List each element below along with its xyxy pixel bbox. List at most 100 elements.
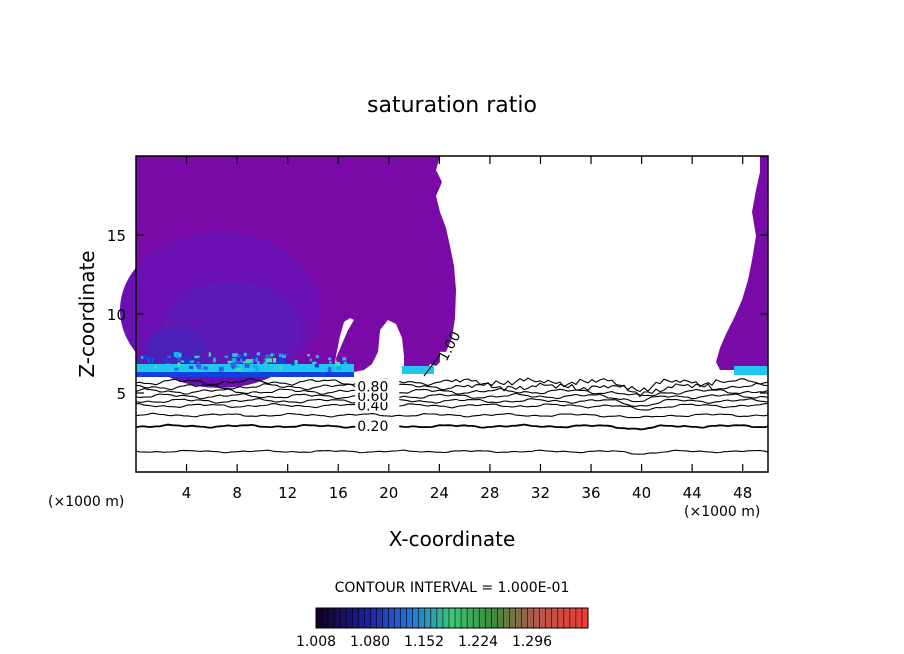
colorbar-cell bbox=[479, 608, 486, 628]
speckle bbox=[329, 361, 332, 364]
colorbar-cell bbox=[418, 608, 426, 628]
speckle bbox=[314, 363, 319, 368]
speckle bbox=[140, 355, 144, 359]
speckle bbox=[208, 352, 211, 357]
speckle bbox=[163, 359, 170, 362]
colorbar-cell bbox=[485, 608, 492, 628]
speckle bbox=[151, 357, 155, 361]
speckle bbox=[167, 355, 171, 358]
x-tick-label: 32 bbox=[531, 484, 550, 502]
contour-line bbox=[135, 403, 768, 411]
colorbar-tick-label: 1.008 bbox=[296, 634, 336, 650]
speckle bbox=[138, 359, 142, 362]
colorbar-cell bbox=[328, 608, 335, 628]
speckle bbox=[252, 356, 257, 360]
speckle bbox=[232, 353, 239, 357]
y-axis: 5 10 15 bbox=[107, 227, 768, 403]
colorbar-cell bbox=[563, 608, 571, 628]
colorbar-tick-labels: 1.008 1.080 1.152 1.224 1.296 bbox=[296, 634, 552, 650]
speckle bbox=[184, 358, 189, 363]
speckle bbox=[177, 356, 180, 361]
colorbar-cell bbox=[388, 608, 395, 628]
x-tick-label: 44 bbox=[683, 484, 702, 502]
speckle bbox=[257, 361, 260, 365]
speckle bbox=[263, 359, 266, 365]
colorbar-cell bbox=[340, 608, 347, 628]
speckle bbox=[279, 365, 283, 371]
colorbar-tick-label: 1.296 bbox=[512, 634, 552, 650]
colorbar-cell bbox=[448, 608, 456, 628]
colorbar-cell bbox=[551, 608, 559, 628]
colorbar-cell bbox=[569, 608, 577, 628]
speckle bbox=[232, 358, 237, 363]
speckle bbox=[279, 354, 284, 357]
speckle bbox=[194, 355, 200, 359]
contour-line bbox=[135, 398, 769, 407]
speckle bbox=[197, 361, 200, 366]
colorbar-cell bbox=[455, 608, 462, 628]
speckle bbox=[189, 366, 193, 369]
contour-label-bg bbox=[355, 378, 400, 393]
speckle bbox=[328, 357, 332, 361]
colorbar-cell bbox=[521, 608, 528, 628]
speckle bbox=[343, 361, 348, 365]
x-unit-label-right: (×1000 m) bbox=[684, 504, 760, 520]
speckle bbox=[174, 367, 179, 371]
contour-label: 0.20 bbox=[357, 419, 388, 435]
colorbar-cell bbox=[364, 608, 371, 628]
speckle bbox=[203, 366, 208, 370]
colorbar-cell bbox=[509, 608, 516, 628]
colorbar-cell bbox=[346, 608, 353, 628]
y-axis-label: Z-coordinate bbox=[75, 250, 99, 377]
speckle bbox=[277, 358, 283, 363]
speckle bbox=[272, 357, 277, 363]
speckle bbox=[255, 357, 258, 362]
colorbar-cell bbox=[370, 608, 377, 628]
x-tick-label: 40 bbox=[632, 484, 651, 502]
plot-area: 0.200.400.600.801.00 bbox=[120, 155, 769, 473]
speckle bbox=[271, 353, 276, 356]
speckle bbox=[224, 355, 229, 358]
speckle bbox=[307, 354, 310, 357]
colorbar-cell bbox=[461, 608, 468, 628]
speckle bbox=[327, 367, 332, 372]
colorbar bbox=[315, 607, 589, 629]
speckle bbox=[173, 352, 180, 357]
chart-title: saturation ratio bbox=[367, 93, 537, 118]
colorbar-cell bbox=[442, 608, 450, 628]
colorbar-cell bbox=[376, 608, 383, 628]
x-unit-label-left: (×1000 m) bbox=[48, 494, 124, 510]
colorbar-cell bbox=[497, 608, 504, 628]
inner-blue-region-3 bbox=[146, 328, 206, 368]
speckle bbox=[243, 352, 247, 357]
speckle bbox=[166, 363, 172, 369]
colorbar-cell bbox=[352, 608, 359, 628]
speckle bbox=[281, 354, 286, 358]
contour-line bbox=[135, 387, 769, 397]
speckle bbox=[195, 364, 202, 370]
speckle bbox=[336, 365, 342, 370]
y-tick-label: 15 bbox=[107, 227, 126, 245]
colorbar-cell bbox=[533, 608, 541, 628]
speckle bbox=[244, 363, 250, 368]
speckle bbox=[236, 367, 242, 371]
y-tick-label: 10 bbox=[107, 306, 126, 324]
contour-label-bg bbox=[439, 351, 484, 366]
x-tick-label: 16 bbox=[329, 484, 348, 502]
cloud-base-cyan-right bbox=[734, 366, 768, 375]
colorbar-cell bbox=[557, 608, 565, 628]
colorbar-cell bbox=[515, 608, 522, 628]
colorbar-cell bbox=[316, 608, 323, 628]
x-tick-label: 12 bbox=[278, 484, 297, 502]
colorbar-cell bbox=[539, 608, 547, 628]
speckle bbox=[265, 354, 271, 359]
contour-lines bbox=[135, 353, 769, 455]
speckle bbox=[268, 358, 271, 361]
contour-label: 0.40 bbox=[357, 399, 388, 415]
cloud-base-cyan-left bbox=[136, 364, 354, 374]
contour-line bbox=[135, 392, 769, 403]
colorbar-cell bbox=[503, 608, 510, 628]
colorbar-tick-label: 1.152 bbox=[404, 634, 444, 650]
speckle bbox=[256, 352, 260, 356]
speckle bbox=[189, 360, 195, 363]
